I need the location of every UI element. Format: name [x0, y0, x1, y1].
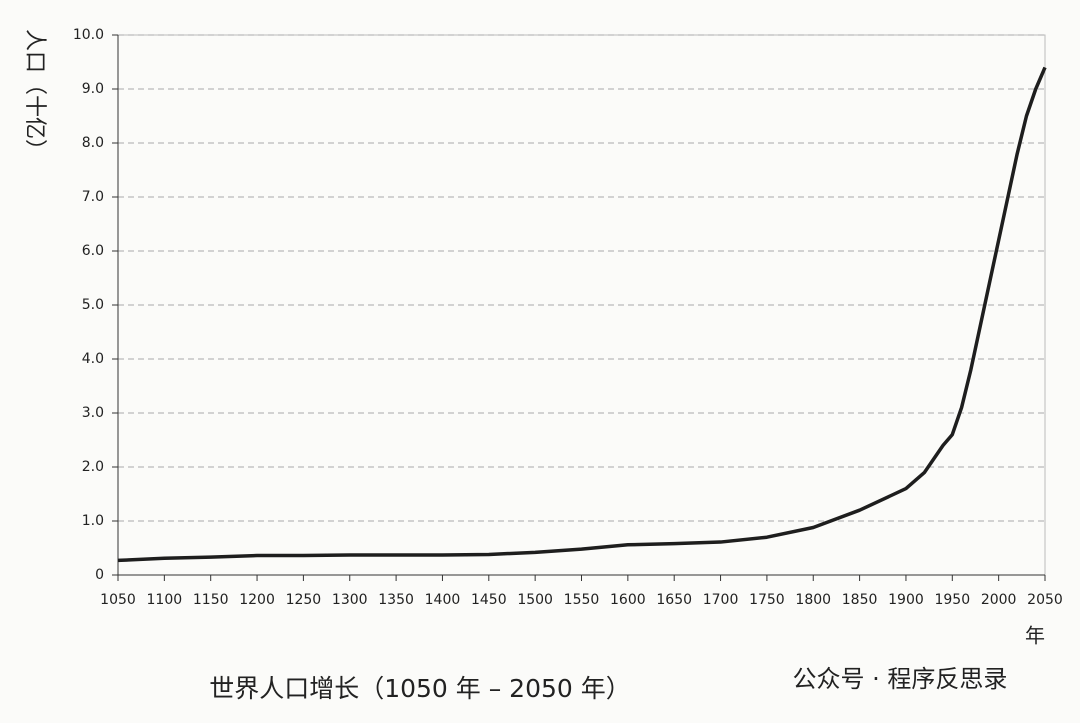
data-line — [117, 66, 1047, 563]
x-tick-label: 1550 — [564, 592, 600, 608]
y-tick-label: 1.0 — [82, 513, 104, 529]
x-tick-label: 1500 — [517, 592, 553, 608]
x-tick-label: 1300 — [332, 592, 368, 608]
x-tick-label: 1400 — [425, 592, 461, 608]
x-tick-label: 2050 — [1027, 592, 1063, 608]
x-tick-label: 1600 — [610, 592, 646, 608]
x-tick-label: 1700 — [703, 592, 739, 608]
y-tick-label: 6.0 — [82, 243, 104, 259]
y-tick-label: 9.0 — [82, 81, 104, 97]
x-tick-label: 1350 — [378, 592, 414, 608]
chart-title: 世界人口增长（1050 年 – 2050 年） — [209, 674, 631, 703]
x-tick-label: 1200 — [239, 592, 275, 608]
x-axis-label: 年 — [1025, 624, 1045, 648]
x-tick-label: 1250 — [286, 592, 322, 608]
x-tick-label: 1900 — [888, 592, 924, 608]
y-axis-label: 人口（十亿） — [22, 29, 47, 161]
watermark: 公众号 · 程序反思录 — [793, 665, 1008, 693]
y-tick-label: 4.0 — [82, 351, 104, 367]
x-tick-label: 1100 — [147, 592, 183, 608]
x-tick-label: 1750 — [749, 592, 785, 608]
y-tick-label: 0 — [95, 567, 104, 583]
x-tick-label: 1850 — [842, 592, 878, 608]
x-tick-label: 1150 — [193, 592, 229, 608]
y-tick-label: 10.0 — [73, 27, 104, 43]
x-tick-label: 1050 — [100, 592, 136, 608]
y-tick-label: 7.0 — [82, 189, 104, 205]
y-tick-label: 8.0 — [82, 135, 104, 151]
x-tick-label: 1950 — [934, 592, 970, 608]
y-tick-label: 3.0 — [82, 405, 104, 421]
y-tick-label: 5.0 — [82, 297, 104, 313]
y-tick-label: 2.0 — [82, 459, 104, 475]
x-tick-label: 1450 — [471, 592, 507, 608]
x-tick-label: 1800 — [795, 592, 831, 608]
x-tick-label: 1650 — [656, 592, 692, 608]
x-tick-label: 2000 — [981, 592, 1017, 608]
